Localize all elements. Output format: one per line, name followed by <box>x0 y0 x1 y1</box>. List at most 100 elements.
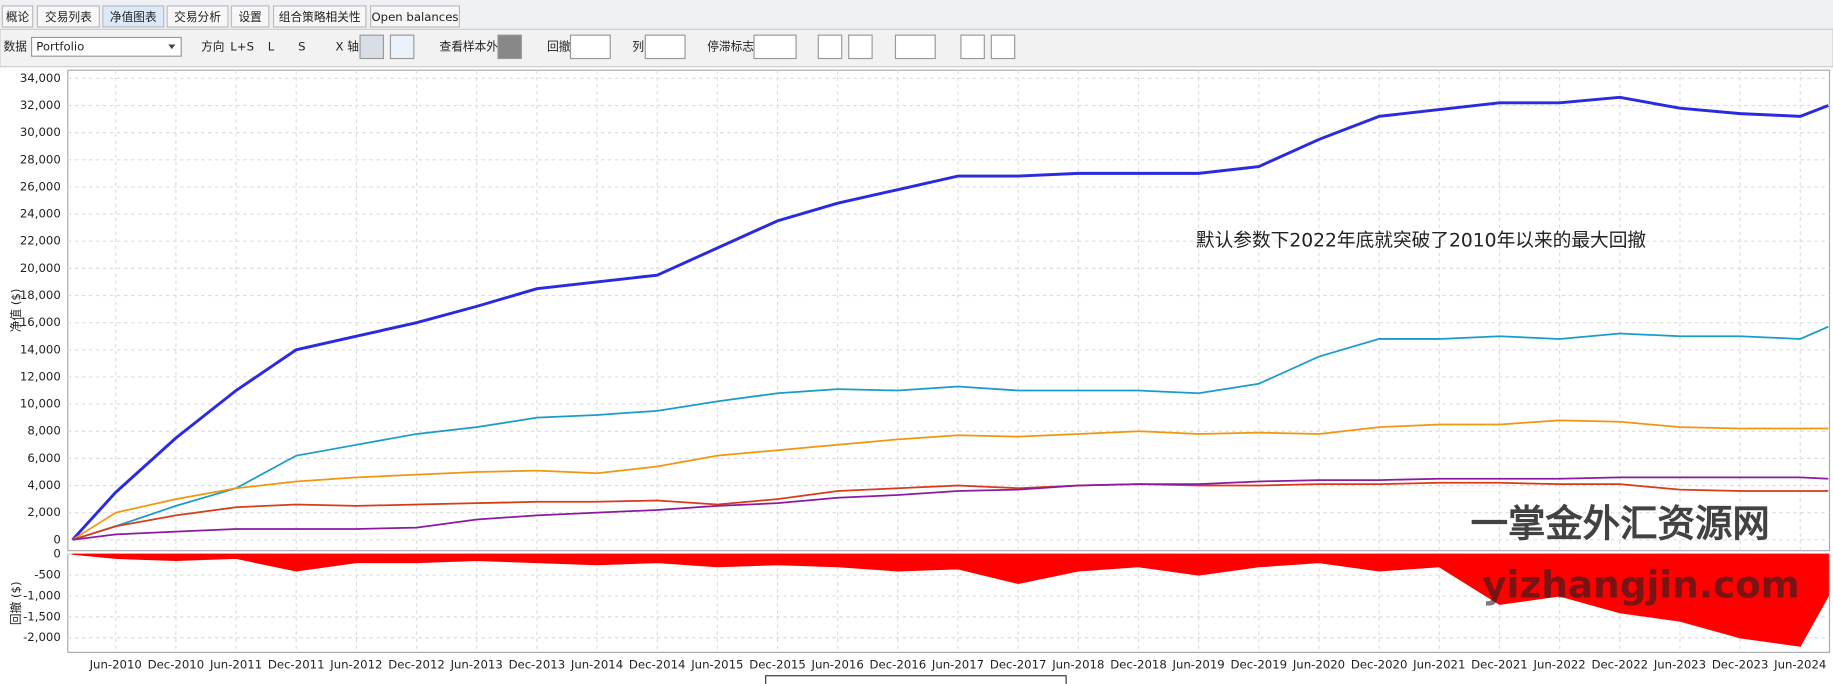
y-tick-label: 4,000 <box>27 478 60 492</box>
x-tick-label: Jun-2022 <box>1533 658 1586 672</box>
x-tick-label: Dec-2019 <box>1231 658 1288 672</box>
icon[interactable] <box>359 34 385 60</box>
drawdown-area <box>72 553 1829 647</box>
x-tick-label: Dec-2011 <box>268 658 325 672</box>
icon[interactable] <box>569 34 611 60</box>
x-tick-label: Jun-2016 <box>811 658 864 672</box>
x-tick-label: Dec-2020 <box>1351 658 1408 672</box>
x-tick-label: Jun-2017 <box>931 658 984 672</box>
icon[interactable] <box>817 34 843 60</box>
icon[interactable] <box>753 34 797 60</box>
y-tick-label: 6,000 <box>27 451 60 465</box>
y-tick-label: 34,000 <box>20 71 61 85</box>
y-tick-label: 18,000 <box>20 288 61 302</box>
tab-label[interactable]: 交易分析 <box>174 10 221 24</box>
x-tick-label: Dec-2012 <box>388 658 445 672</box>
icon[interactable] <box>990 34 1016 60</box>
s-button[interactable]: S <box>298 39 305 53</box>
tab-label[interactable]: 设置 <box>238 10 262 24</box>
y-tick-label: 0 <box>53 532 60 546</box>
x-tick-label: Jun-2013 <box>450 658 503 672</box>
equity-line <box>72 476 1829 541</box>
tab-label[interactable]: 概论 <box>6 10 30 24</box>
y-tick-label: 20,000 <box>20 261 61 275</box>
tab[interactable] <box>369 5 461 28</box>
equity-line <box>72 325 1829 541</box>
x-tick-label: Jun-2019 <box>1172 658 1225 672</box>
x-tick-label: Dec-2013 <box>509 658 566 672</box>
icon[interactable] <box>389 34 415 60</box>
drawdown-label: 回撤 <box>547 39 571 53</box>
icon[interactable] <box>497 34 522 60</box>
y-tick-label: 32,000 <box>20 98 61 112</box>
tab[interactable] <box>102 5 165 28</box>
icon[interactable] <box>894 34 936 60</box>
y-tick-label: 10,000 <box>20 397 61 411</box>
ls-button[interactable]: L+S <box>230 39 254 53</box>
y-tick-label: 22,000 <box>20 234 61 248</box>
x-tick-label: Jun-2021 <box>1412 658 1465 672</box>
x-tick-label: Jun-2023 <box>1653 658 1706 672</box>
l-button[interactable]: L <box>268 39 275 53</box>
y-tick-label: -500 <box>34 568 61 582</box>
tab[interactable] <box>230 5 270 28</box>
y-tick-label: 28,000 <box>20 152 61 166</box>
watermark: yizhangjin.com <box>1482 562 1799 606</box>
icon[interactable] <box>960 34 985 60</box>
x-tick-label: Dec-2010 <box>148 658 205 672</box>
x-tick-label: Jun-2020 <box>1292 658 1345 672</box>
scrollbar[interactable] <box>765 675 1067 684</box>
data-value: Portfolio <box>36 39 84 53</box>
y-tick-label: 0 <box>53 547 60 561</box>
equity-line <box>72 481 1829 541</box>
tab-label[interactable]: 净值图表 <box>110 10 157 24</box>
y-tick-label: -1,500 <box>23 609 61 623</box>
oos-label: 查看样本外 <box>440 39 499 53</box>
equity-line <box>72 419 1829 541</box>
x-tick-label: Jun-2012 <box>329 658 382 672</box>
tab-label[interactable]: 组合策略相关性 <box>279 10 361 24</box>
x-tick-label: Dec-2015 <box>749 658 806 672</box>
watermark: 一掌金外汇资源网 <box>1471 502 1770 546</box>
y-tick-label: 26,000 <box>20 179 61 193</box>
tab[interactable] <box>36 5 100 28</box>
y-tick-label: 24,000 <box>20 207 61 221</box>
x-tick-label: Jun-2011 <box>209 658 262 672</box>
x-tick-label: Dec-2021 <box>1471 658 1528 672</box>
equity-line <box>71 95 1829 541</box>
y-tick-label: -2,000 <box>23 630 61 644</box>
x-tick-label: Dec-2022 <box>1591 658 1648 672</box>
y-axis-label: 回撤 ($) <box>9 581 23 625</box>
x-tick-label: Jun-2018 <box>1051 658 1104 672</box>
icon[interactable] <box>848 34 873 60</box>
x-axis-label: X 轴 <box>336 39 359 53</box>
y-tick-label: 8,000 <box>27 424 60 438</box>
tab-label[interactable]: Open balances <box>371 10 458 24</box>
x-tick-label: Jun-2015 <box>690 658 743 672</box>
y-tick-label: 2,000 <box>27 505 60 519</box>
data-label: 数据 <box>4 39 28 53</box>
x-tick-label: Dec-2014 <box>629 658 686 672</box>
stagnation-label: 停滞标志 <box>707 39 754 53</box>
x-tick-label: Dec-2016 <box>870 658 927 672</box>
data-combobox[interactable] <box>30 36 182 57</box>
x-tick-label: Jun-2024 <box>1773 658 1826 672</box>
x-tick-label: Dec-2018 <box>1110 658 1167 672</box>
x-tick-label: Jun-2014 <box>570 658 623 672</box>
annotation: 默认参数下2022年底就突破了2010年以来的最大回撤 <box>1196 230 1646 251</box>
tab-label[interactable]: 交易列表 <box>45 10 92 24</box>
x-tick-label: Dec-2017 <box>990 658 1047 672</box>
y-tick-label: -1,000 <box>23 588 61 602</box>
direction-label: 方向 <box>201 39 224 53</box>
x-tick-label: Jun-2010 <box>89 658 142 672</box>
tab[interactable] <box>166 5 229 28</box>
tab[interactable] <box>1 5 34 28</box>
dropdown-arrow <box>168 44 176 50</box>
y-tick-label: 14,000 <box>20 342 61 356</box>
y-tick-label: 16,000 <box>20 315 61 329</box>
column-label: 列 <box>632 39 644 53</box>
tab[interactable] <box>272 5 367 28</box>
icon[interactable] <box>644 34 686 60</box>
equity-plot <box>67 69 1831 552</box>
